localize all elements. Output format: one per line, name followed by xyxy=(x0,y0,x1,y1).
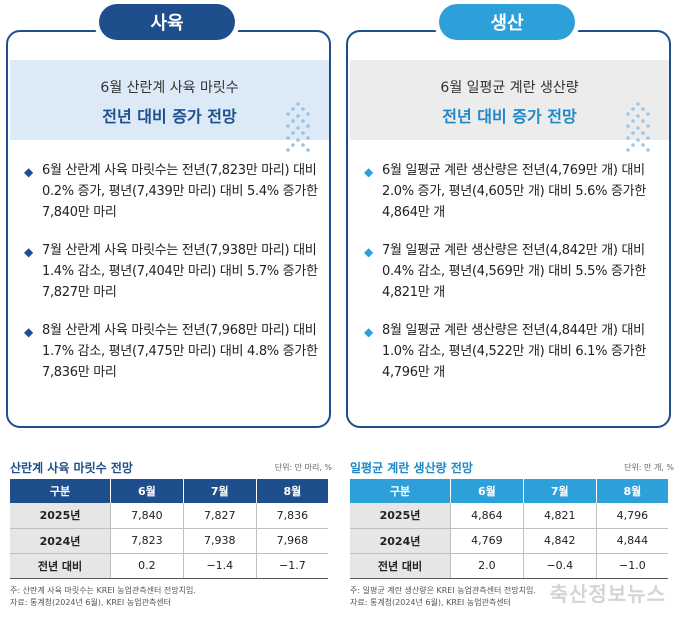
table-cell: 0.2 xyxy=(110,553,184,579)
up-arrows-dots-icon xyxy=(286,102,310,152)
diamond-bullet-icon: ◆ xyxy=(364,325,373,339)
production-tab-label: 생산 xyxy=(439,4,575,40)
livestock-headline-main: 전년 대비 증가 전망 xyxy=(102,107,237,126)
table-cell: 7,938 xyxy=(183,528,257,554)
table-header-cell: 구분 xyxy=(10,479,111,503)
production-table-unit: 단위: 만 개, % xyxy=(624,463,674,472)
production-headline-sub: 6월 일평균 계란 생산량 xyxy=(440,80,579,96)
table-header-cell: 7월 xyxy=(183,479,257,503)
table-note: 주: 산란계 사육 마릿수는 KREI 농업관측센터 전망치임. xyxy=(10,586,196,595)
table-cell: 7,827 xyxy=(183,503,257,529)
livestock-bullet-list: ◆ 6월 산란계 사육 마릿수는 전년(7,823만 마리) 대비 0.2% 증가… xyxy=(24,160,324,400)
livestock-headline-box: 6월 산란계 사육 마릿수 전년 대비 증가 전망 xyxy=(10,60,329,152)
table-row-header: 전년 대비 xyxy=(10,553,111,579)
list-item: ◆ 8월 산란계 사육 마릿수는 전년(7,968만 마리) 대비 1.7% 감소… xyxy=(24,323,318,380)
table-row-header: 2025년 xyxy=(350,503,451,529)
table-cell: 7,836 xyxy=(256,503,328,529)
diamond-bullet-icon: ◆ xyxy=(364,165,373,179)
news-watermark: 축산정보뉴스 xyxy=(549,582,666,606)
list-item: ◆ 6월 일평균 계란 생산량은 전년(4,769만 개) 대비 2.0% 증가,… xyxy=(364,163,647,220)
table-cell: −1.0 xyxy=(596,553,668,579)
table-cell: 4,864 xyxy=(450,503,524,529)
table-row-header: 2024년 xyxy=(10,528,111,554)
list-item: ◆ 6월 산란계 사육 마릿수는 전년(7,823만 마리) 대비 0.2% 증가… xyxy=(24,163,318,220)
production-table-title: 일평균 계란 생산량 전망 xyxy=(350,461,473,475)
table-header-cell: 8월 xyxy=(596,479,668,503)
table-row-header: 2025년 xyxy=(10,503,111,529)
diamond-bullet-icon: ◆ xyxy=(24,325,33,339)
livestock-section: 6월 산란계 사육 마릿수 전년 대비 증가 전망 ◆ 6월 산란계 사육 마릿수… xyxy=(6,0,336,617)
livestock-forecast-table: 구분 6월 7월 8월 2025년 7,840 7,827 7,836 2024… xyxy=(10,479,328,579)
table-row: 2024년 7,823 7,938 7,968 xyxy=(10,528,328,554)
production-card: 6월 일평균 계란 생산량 전년 대비 증가 전망 ◆ 6월 일평균 계란 생산량… xyxy=(346,30,671,428)
livestock-card: 6월 산란계 사육 마릿수 전년 대비 증가 전망 ◆ 6월 산란계 사육 마릿수… xyxy=(6,30,331,428)
diamond-bullet-icon: ◆ xyxy=(364,245,373,259)
table-cell: 4,796 xyxy=(596,503,668,529)
table-row: 전년 대비 0.2 −1.4 −1.7 xyxy=(10,553,328,579)
table-note: 주: 일평균 계란 생산량은 KREI 농업관측센터 전망치임. xyxy=(350,586,536,595)
table-source: 자료: 통계청(2024년 6월), KREI 농업관측센터 xyxy=(350,598,511,607)
table-header-cell: 7월 xyxy=(523,479,597,503)
table-cell: 7,968 xyxy=(256,528,328,554)
table-cell: 4,769 xyxy=(450,528,524,554)
table-header-cell: 구분 xyxy=(350,479,451,503)
livestock-table-title: 산란계 사육 마릿수 전망 xyxy=(10,461,133,475)
table-cell: −1.7 xyxy=(256,553,328,579)
table-row-header: 2024년 xyxy=(350,528,451,554)
livestock-table-notes: 주: 산란계 사육 마릿수는 KREI 농업관측센터 전망치임. 자료: 통계청… xyxy=(10,585,196,609)
table-cell: 4,844 xyxy=(596,528,668,554)
table-cell: −0.4 xyxy=(523,553,597,579)
livestock-headline-sub: 6월 산란계 사육 마릿수 xyxy=(100,80,239,96)
livestock-table-unit: 단위: 만 마리, % xyxy=(274,463,332,472)
table-header-cell: 6월 xyxy=(450,479,524,503)
table-row: 2025년 4,864 4,821 4,796 xyxy=(350,503,668,529)
table-header-row: 구분 6월 7월 8월 xyxy=(10,479,328,503)
table-cell: 7,823 xyxy=(110,528,184,554)
livestock-tab-label: 사육 xyxy=(99,4,235,40)
table-cell: 2.0 xyxy=(450,553,524,579)
production-headline-main: 전년 대비 증가 전망 xyxy=(442,107,577,126)
list-item: ◆ 7월 일평균 계란 생산량은 전년(4,842만 개) 대비 0.4% 감소,… xyxy=(364,243,647,300)
table-row: 2024년 4,769 4,842 4,844 xyxy=(350,528,668,554)
production-headline-box: 6월 일평균 계란 생산량 전년 대비 증가 전망 xyxy=(350,60,669,152)
table-row: 전년 대비 2.0 −0.4 −1.0 xyxy=(350,553,668,579)
table-header-cell: 8월 xyxy=(256,479,328,503)
diamond-bullet-icon: ◆ xyxy=(24,245,33,259)
table-header-cell: 6월 xyxy=(110,479,184,503)
table-cell: 7,840 xyxy=(110,503,184,529)
up-arrows-dots-icon xyxy=(626,102,650,152)
list-item: ◆ 8월 일평균 계란 생산량은 전년(4,844만 개) 대비 1.0% 감소,… xyxy=(364,323,647,380)
production-bullet-list: ◆ 6월 일평균 계란 생산량은 전년(4,769만 개) 대비 2.0% 증가,… xyxy=(364,160,664,400)
table-cell: −1.4 xyxy=(183,553,257,579)
table-cell: 4,842 xyxy=(523,528,597,554)
table-row-header: 전년 대비 xyxy=(350,553,451,579)
table-source: 자료: 통계청(2024년 6월), KREI 농업관측센터 xyxy=(10,598,171,607)
diamond-bullet-icon: ◆ xyxy=(24,165,33,179)
table-row: 2025년 7,840 7,827 7,836 xyxy=(10,503,328,529)
production-table-notes: 주: 일평균 계란 생산량은 KREI 농업관측센터 전망치임. 자료: 통계청… xyxy=(350,585,536,609)
table-header-row: 구분 6월 7월 8월 xyxy=(350,479,668,503)
production-forecast-table: 구분 6월 7월 8월 2025년 4,864 4,821 4,796 2024… xyxy=(350,479,668,579)
table-cell: 4,821 xyxy=(523,503,597,529)
list-item: ◆ 7월 산란계 사육 마릿수는 전년(7,938만 마리) 대비 1.4% 감소… xyxy=(24,243,318,300)
production-section: 6월 일평균 계란 생산량 전년 대비 증가 전망 ◆ 6월 일평균 계란 생산량… xyxy=(346,0,676,617)
